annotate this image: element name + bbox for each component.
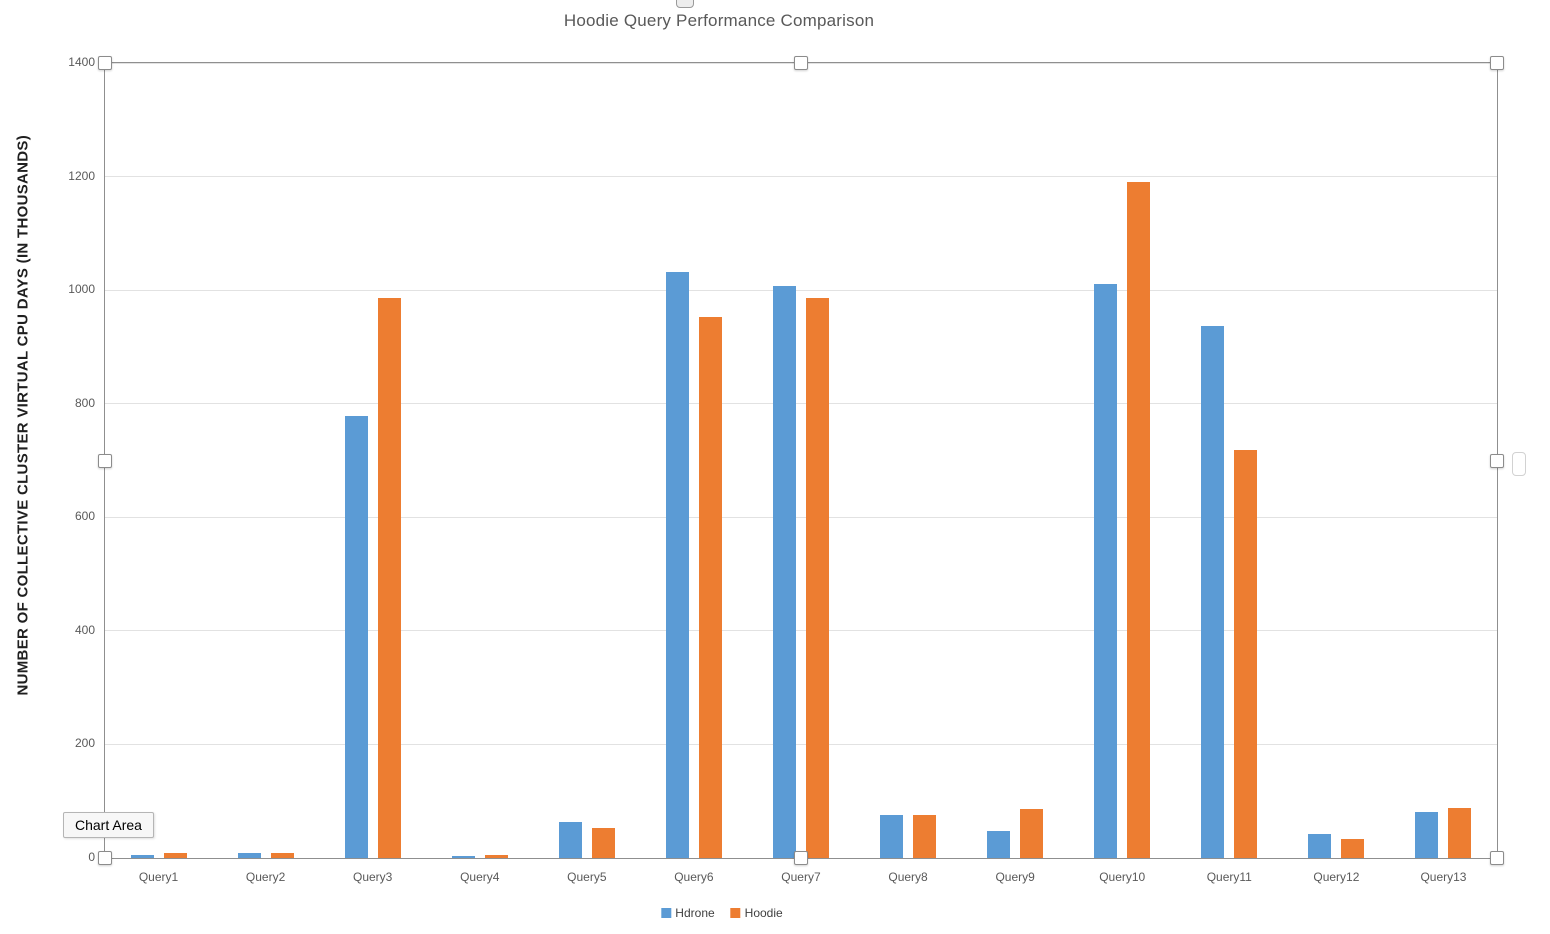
gridline-600	[105, 516, 1497, 518]
x-tick-label-query10: Query10	[1099, 870, 1146, 884]
y-tick-label-1400: 1400	[68, 55, 95, 69]
bar-hoodie-query5[interactable]	[591, 827, 615, 858]
chart-title[interactable]: Hoodie Query Performance Comparison	[563, 11, 875, 30]
gridline-1000	[105, 289, 1497, 291]
legend-item-hdrone[interactable]: Hdrone	[661, 906, 715, 920]
legend[interactable]: Hdrone Hoodie	[661, 906, 783, 920]
legend-item-hoodie[interactable]: Hoodie	[730, 906, 783, 920]
x-tick-label-query1: Query1	[138, 870, 179, 884]
y-tick-label-200: 200	[74, 736, 95, 751]
gridline-800	[105, 403, 1497, 405]
resize-handle-middle-left[interactable]	[98, 453, 112, 468]
bar-hoodie-query10[interactable]	[1127, 181, 1151, 858]
x-tick-label-query13: Query13	[1420, 870, 1467, 884]
bar-hoodie-query8[interactable]	[913, 815, 937, 858]
x-tick-label-query9: Query9	[995, 870, 1035, 884]
resize-handle-top-right[interactable]	[1490, 56, 1504, 70]
x-tick-label-query7: Query7	[781, 870, 821, 884]
x-tick-label-query12: Query12	[1313, 870, 1360, 884]
plot-area[interactable]	[105, 63, 1497, 858]
y-tick-label-0: 0	[88, 850, 95, 864]
y-tick-label-600: 600	[74, 509, 95, 524]
bar-hdrone-query6[interactable]	[665, 271, 689, 858]
bar-hdrone-query9[interactable]	[987, 830, 1011, 858]
bar-hdrone-query8[interactable]	[880, 815, 904, 858]
resize-handle-bottom-center[interactable]	[794, 851, 808, 865]
gridline-200	[105, 743, 1497, 745]
bar-hoodie-query11[interactable]	[1234, 449, 1258, 858]
legend-label-hoodie: Hoodie	[744, 906, 783, 920]
bar-hdrone-query3[interactable]	[344, 416, 368, 858]
y-tick-label-400: 400	[74, 622, 95, 637]
bar-hoodie-query2[interactable]	[270, 853, 294, 858]
bar-hdrone-query13[interactable]	[1415, 812, 1439, 858]
resize-handle-bottom-right[interactable]	[1490, 851, 1504, 865]
y-tick-label-1200: 1200	[68, 168, 95, 183]
gridline-1200	[105, 176, 1497, 178]
bar-hoodie-query6[interactable]	[698, 317, 722, 858]
resize-handle-middle-right[interactable]	[1490, 453, 1504, 468]
chart-object-right-handle[interactable]	[1512, 452, 1526, 476]
bar-hdrone-query5[interactable]	[558, 821, 582, 858]
chart-object-top-handle[interactable]	[676, 0, 694, 8]
x-tick-label-query6: Query6	[674, 870, 714, 884]
resize-handle-top-center[interactable]	[794, 56, 808, 70]
bar-hdrone-query11[interactable]	[1201, 325, 1225, 858]
bar-hdrone-query10[interactable]	[1094, 284, 1118, 858]
y-axis-title[interactable]: NUMBER OF COLLECTIVE CLUSTER VIRTUAL CPU…	[14, 134, 32, 696]
bar-hdrone-query1[interactable]	[130, 855, 154, 858]
bar-hoodie-query4[interactable]	[484, 855, 508, 858]
y-tick-label-800: 800	[74, 395, 95, 410]
y-tick-label-1000: 1000	[68, 282, 95, 297]
bar-hoodie-query13[interactable]	[1448, 808, 1472, 858]
gridline-400	[105, 630, 1497, 632]
legend-swatch-hoodie	[730, 908, 741, 918]
x-tick-label-query8: Query8	[888, 870, 928, 884]
resize-handle-bottom-left[interactable]	[98, 851, 112, 865]
bar-hdrone-query7[interactable]	[773, 286, 796, 858]
bar-hoodie-query7[interactable]	[806, 297, 829, 858]
x-tick-label-query2: Query2	[245, 870, 286, 884]
chart-area-tooltip: Chart Area	[63, 812, 154, 838]
legend-swatch-hdrone	[661, 908, 672, 918]
bar-hdrone-query4[interactable]	[451, 855, 475, 858]
resize-handle-top-left[interactable]	[98, 56, 112, 70]
x-tick-label-query11: Query11	[1206, 870, 1252, 884]
x-tick-label-query5: Query5	[567, 870, 607, 884]
bar-hoodie-query3[interactable]	[377, 297, 401, 858]
bar-hdrone-query12[interactable]	[1308, 834, 1332, 858]
x-tick-label-query3: Query3	[352, 870, 393, 884]
bar-hoodie-query1[interactable]	[163, 853, 187, 858]
bar-hdrone-query2[interactable]	[237, 853, 261, 858]
x-tick-label-query4: Query4	[460, 870, 500, 884]
bar-hoodie-query12[interactable]	[1341, 838, 1365, 858]
bar-hoodie-query9[interactable]	[1020, 809, 1044, 858]
legend-label-hdrone: Hdrone	[675, 906, 715, 920]
